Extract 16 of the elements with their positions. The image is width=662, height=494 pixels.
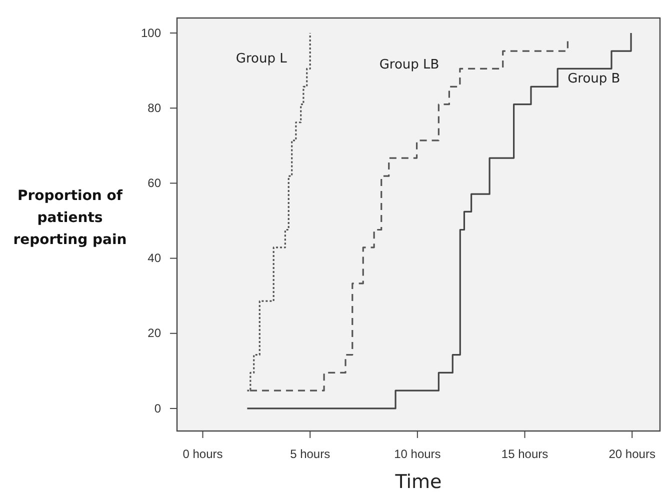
y-axis-title: Proportion of patients reporting pain xyxy=(13,188,127,248)
series-label: Group B xyxy=(568,72,620,87)
x-tick-label: 0 hours xyxy=(182,446,223,461)
y-tick-label: 40 xyxy=(148,251,162,266)
y-tick-label: 100 xyxy=(140,26,162,40)
x-tick-label: 5 hours xyxy=(290,446,330,461)
x-tick-label: 15 hours xyxy=(501,446,548,461)
series-label: Group LB xyxy=(379,58,440,73)
x-axis-title: Time xyxy=(394,471,442,493)
y-tick-label: 80 xyxy=(148,100,162,115)
y-tick-label: 0 xyxy=(154,401,162,416)
series-label: Group L xyxy=(236,51,288,66)
x-tick-label: 10 hours xyxy=(394,446,441,461)
x-tick-label: 20 hours xyxy=(608,446,656,461)
y-tick-label: 20 xyxy=(148,326,162,340)
y-tick-label: 60 xyxy=(148,176,162,190)
